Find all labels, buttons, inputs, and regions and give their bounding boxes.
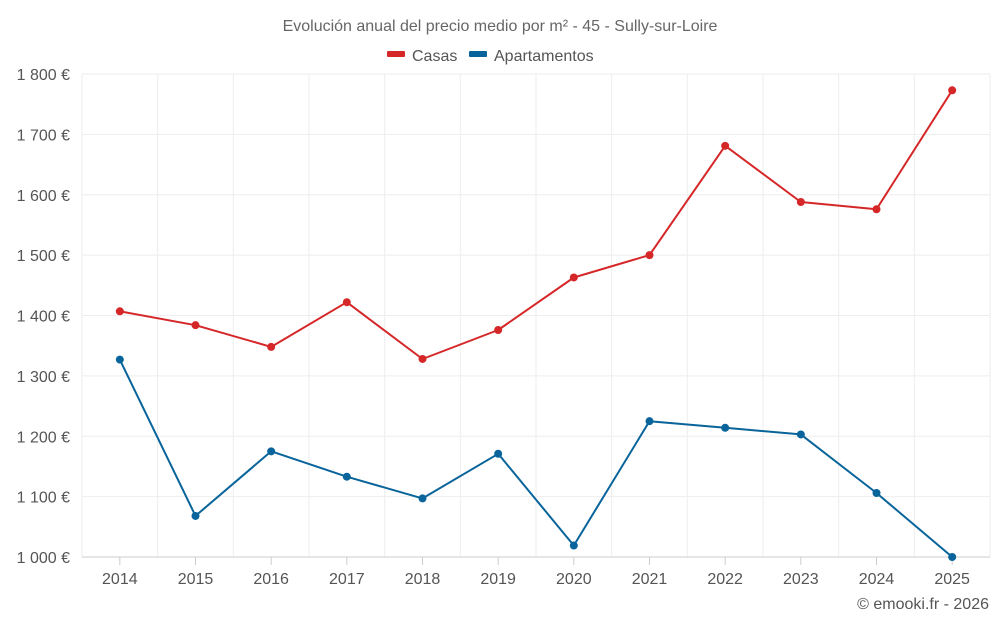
data-point-casas[interactable] (191, 321, 200, 330)
data-point-apartamentos[interactable] (115, 355, 124, 364)
series-apartamentos (115, 355, 957, 561)
data-point-casas[interactable] (796, 197, 805, 206)
series-line-casas (119, 89, 954, 360)
y-tick-label: 1 300 € (17, 369, 70, 386)
y-tick-label: 1 400 € (17, 309, 70, 326)
x-tick-label: 2017 (329, 571, 365, 588)
data-point-casas[interactable] (267, 342, 276, 351)
y-tick-label: 1 200 € (17, 429, 70, 446)
data-point-casas[interactable] (418, 354, 427, 363)
data-point-casas[interactable] (721, 141, 730, 150)
legend-swatch-casas (387, 51, 405, 57)
legend-swatch-apartamentos (469, 51, 487, 57)
data-point-casas[interactable] (569, 273, 578, 282)
y-tick-label: 1 700 € (17, 127, 70, 144)
data-point-apartamentos[interactable] (267, 447, 276, 456)
y-tick-label: 1 800 € (17, 67, 70, 84)
legend-item-casas[interactable]: Casas (387, 48, 457, 65)
data-point-apartamentos[interactable] (872, 489, 881, 498)
x-tick-label: 2016 (253, 571, 289, 588)
data-point-apartamentos[interactable] (948, 553, 957, 561)
y-tick-label: 1 500 € (17, 248, 70, 265)
x-tick-label: 2022 (707, 571, 743, 588)
data-point-casas[interactable] (494, 325, 503, 334)
x-axis-ticks: 2014 2015 2016 2017 2018 2019 2020 2021 2022 2023… (102, 557, 970, 588)
data-point-casas[interactable] (948, 86, 957, 95)
x-tick-label: 2024 (859, 571, 895, 588)
x-tick-label: 2019 (480, 571, 516, 588)
x-tick-label: 2015 (178, 571, 214, 588)
x-tick-label: 2021 (632, 571, 668, 588)
series-line-apartamentos (118, 359, 953, 558)
data-point-casas[interactable] (342, 298, 351, 307)
data-point-apartamentos[interactable] (645, 417, 654, 426)
series-casas (115, 86, 957, 363)
y-tick-label: 1 000 € (17, 550, 70, 567)
x-tick-label: 2018 (405, 571, 441, 588)
legend-label-casas: Casas (412, 48, 457, 65)
data-point-apartamentos[interactable] (569, 541, 578, 550)
gridlines (81, 73, 991, 557)
credit-text: © emooki.fr - 2026 (857, 596, 989, 613)
y-tick-label: 1 100 € (17, 490, 70, 507)
y-tick-label: 1 600 € (17, 188, 70, 205)
chart-title: Evolución anual del precio medio por m² … (283, 18, 718, 35)
x-tick-label: 2025 (934, 571, 970, 588)
data-point-casas[interactable] (115, 307, 124, 316)
data-point-apartamentos[interactable] (191, 511, 200, 520)
x-tick-label: 2023 (783, 571, 819, 588)
legend: Casas Apartamentos (387, 48, 594, 65)
y-axis-ticks: 1 000 € 1 100 € 1 200 € 1 300 € 1 400 € 1 500… (17, 67, 70, 567)
x-tick-label: 2020 (556, 571, 592, 588)
data-point-apartamentos[interactable] (721, 423, 730, 432)
data-point-apartamentos[interactable] (342, 472, 351, 481)
series-group (115, 86, 957, 561)
x-tick-label: 2014 (102, 571, 138, 588)
data-point-apartamentos[interactable] (796, 430, 805, 439)
data-point-apartamentos[interactable] (418, 494, 427, 503)
data-point-casas[interactable] (872, 205, 881, 214)
data-point-casas[interactable] (645, 251, 654, 260)
legend-label-apartamentos: Apartamentos (494, 48, 594, 65)
legend-item-apartamentos[interactable]: Apartamentos (469, 48, 594, 65)
data-point-apartamentos[interactable] (494, 449, 503, 458)
